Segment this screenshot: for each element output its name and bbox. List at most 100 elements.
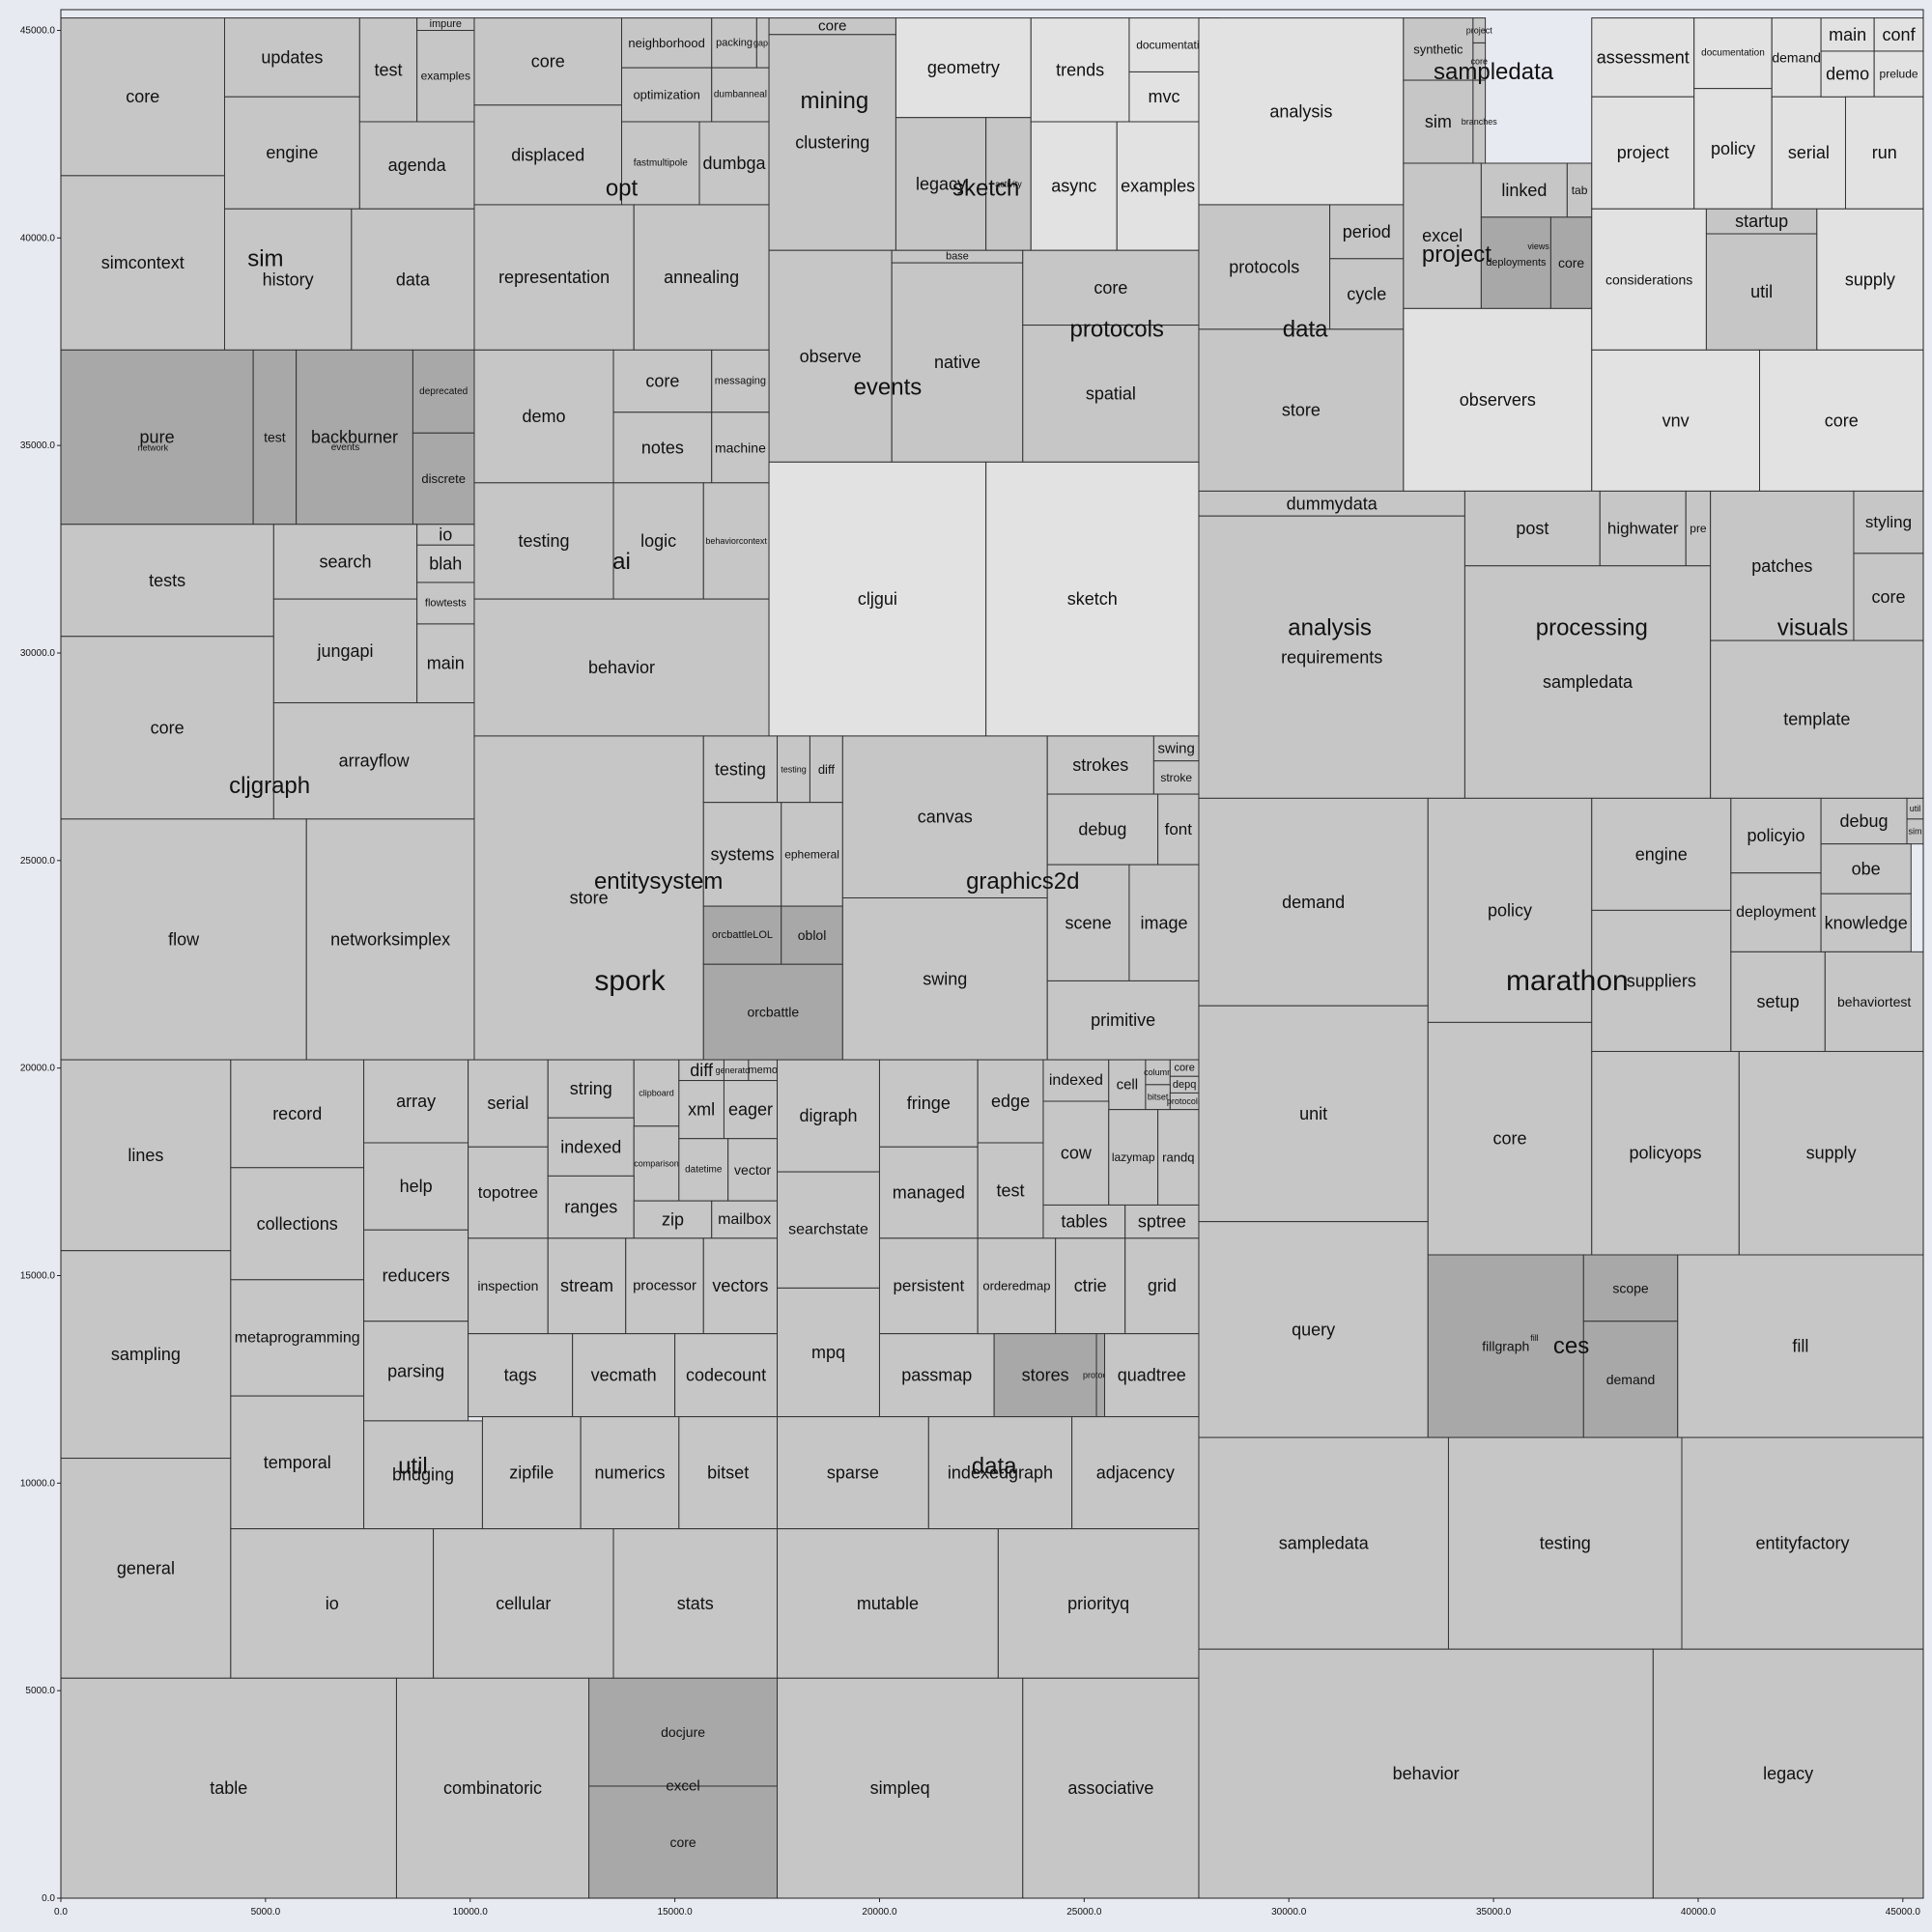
cell-label: eager: [728, 1100, 773, 1120]
cell-label: messaging: [715, 376, 766, 387]
treemap-cell: [711, 412, 770, 484]
x-tick-label: 15000.0: [658, 1907, 694, 1918]
cell-label: reducers: [383, 1265, 450, 1285]
cell-label: demand: [1606, 1372, 1656, 1387]
cell-label: stream: [560, 1276, 613, 1295]
cell-label: pre: [1690, 522, 1707, 535]
cell-label: general: [117, 1558, 175, 1577]
cell-label: documentation: [1136, 39, 1212, 52]
treemap-cell: [1198, 328, 1405, 492]
x-tick-label: 30000.0: [1271, 1907, 1307, 1918]
treemap-cell: [702, 963, 843, 1061]
treemap-cell: [572, 1333, 676, 1418]
cell-label: table: [210, 1778, 247, 1798]
treemap-cell: [1730, 797, 1822, 874]
treemap-cell: [985, 117, 1032, 251]
treemap-cell: [580, 1416, 680, 1530]
cell-label: strokes: [1072, 755, 1128, 775]
treemap-cell: [1685, 490, 1712, 567]
cell-label: demo: [522, 407, 565, 426]
treemap-cell: [412, 432, 475, 526]
cell-label: demand: [1772, 49, 1821, 65]
cell-label: fringe: [907, 1094, 951, 1113]
treemap-cell: [1820, 17, 1875, 52]
treemap-cell: [1427, 1021, 1593, 1256]
cell-label: testing: [715, 759, 766, 779]
y-tick-label: 40000.0: [20, 233, 56, 243]
cell-label: numerics: [594, 1463, 665, 1483]
cell-label: protocols: [1083, 1371, 1119, 1380]
cell-label: indexed: [560, 1137, 621, 1156]
group-label: protocols: [1070, 316, 1164, 342]
treemap-cell: [1820, 893, 1912, 952]
treemap-cell: [1198, 1221, 1429, 1438]
treemap-cell: [1030, 121, 1118, 251]
treemap-cell: [1116, 121, 1200, 251]
treemap-cell: [1124, 1204, 1200, 1239]
treemap-cell: [809, 735, 843, 804]
cell-label: randq: [1162, 1151, 1194, 1165]
cell-label: project: [1466, 25, 1493, 35]
treemap-cell: [1329, 204, 1405, 260]
cell-label: network: [138, 442, 169, 452]
cell-label: requirements: [1281, 647, 1382, 667]
treemap-cell: [1463, 490, 1601, 567]
cell-label: policy: [1711, 139, 1755, 158]
cell-label: store: [570, 888, 609, 907]
group-label: graphics2d: [966, 868, 1079, 895]
treemap-cell: [1480, 162, 1568, 218]
cell-label: scene: [1065, 913, 1112, 932]
y-tick-label: 45000.0: [20, 25, 56, 36]
treemap-cell: [1824, 951, 1924, 1052]
treemap-cell: [547, 1117, 635, 1177]
cell-label: simcontext: [101, 253, 185, 272]
cell-label: zip: [662, 1209, 684, 1229]
cell-label: vnv: [1662, 411, 1690, 430]
cell-label: behavior: [588, 658, 655, 677]
treemap-cell: [1128, 71, 1200, 123]
cell-label: native: [934, 353, 980, 372]
cell-label: assessment: [1597, 47, 1690, 67]
cell-label: knowledge: [1825, 913, 1908, 932]
cell-label: examples: [1121, 177, 1195, 196]
x-tick-label: 35000.0: [1476, 1907, 1512, 1918]
treemap-cell: [1046, 980, 1200, 1061]
treemap-cell: [777, 1059, 880, 1173]
cell-label: bitset: [707, 1463, 749, 1483]
cell-label: legacy: [1763, 1764, 1813, 1783]
cell-label: conf: [1883, 25, 1917, 44]
group-label: processing: [1536, 615, 1648, 641]
cell-label: discrete: [421, 471, 466, 486]
cell-label: sparse: [827, 1463, 879, 1483]
y-tick-label: 10000.0: [20, 1478, 56, 1489]
treemap-cell: [272, 702, 475, 820]
cell-label: post: [1516, 519, 1548, 538]
cell-label: fastmultipole: [634, 157, 689, 168]
treemap-cell: [468, 1059, 549, 1148]
group-label: visuals: [1777, 615, 1848, 641]
treemap-cell: [1198, 515, 1465, 799]
treemap-cell: [473, 735, 704, 1061]
cell-label: sampledata: [1279, 1534, 1370, 1553]
cell-label: column: [1144, 1067, 1172, 1077]
treemap-cell: [927, 1416, 1073, 1530]
cell-label: docjure: [661, 1724, 705, 1740]
treemap-cell: [1427, 797, 1593, 1023]
treemap-cell: [1447, 1436, 1683, 1650]
y-tick-label: 35000.0: [20, 440, 56, 451]
cell-label: policyio: [1747, 826, 1804, 845]
cell-label: core: [645, 372, 679, 391]
cell-label: views: [1527, 242, 1549, 251]
treemap-cell: [1820, 843, 1912, 895]
cell-label: core: [669, 1834, 696, 1850]
treemap-cell: [841, 735, 1048, 898]
cell-label: serial: [1788, 143, 1830, 162]
cell-label: core: [151, 718, 185, 737]
cell-label: core: [1470, 57, 1488, 67]
cell-label: temporal: [264, 1453, 331, 1472]
cell-label: parsing: [387, 1361, 444, 1380]
treemap-cell: [702, 1237, 779, 1335]
cell-label: fillgraph: [1482, 1339, 1529, 1354]
cell-label: testing: [781, 764, 807, 774]
